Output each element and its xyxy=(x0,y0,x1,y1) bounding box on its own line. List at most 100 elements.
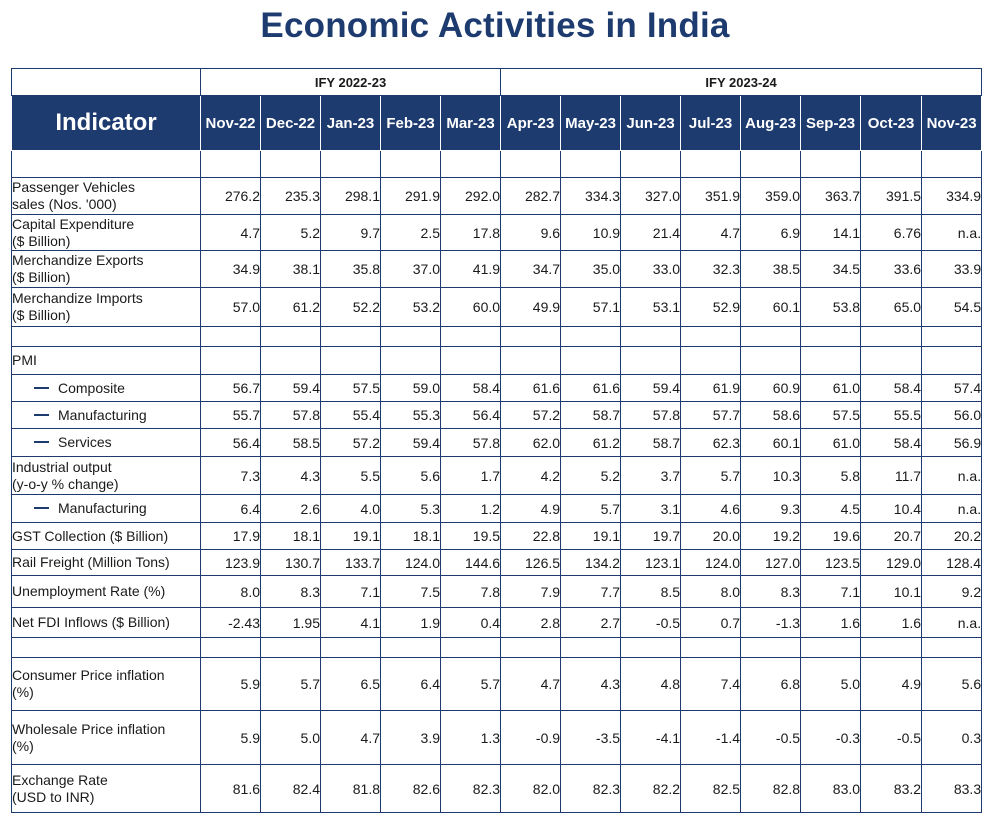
table-cell: 53.2 xyxy=(380,287,441,327)
row-label-text: Industrial output xyxy=(12,458,112,475)
table-cell xyxy=(740,326,802,347)
table-cell: 59.4 xyxy=(260,374,321,402)
table-cell: 1.6 xyxy=(800,607,862,638)
table-cell: 1.2 xyxy=(439,494,502,523)
table-cell xyxy=(740,150,802,178)
table-cell: 82.3 xyxy=(560,764,622,813)
fiscal-year-row: IFY 2022-23 IFY 2023-24 xyxy=(11,68,983,96)
table-cell: 3.9 xyxy=(380,710,441,765)
table-cell: 4.7 xyxy=(200,214,261,251)
table-cell: 291.9 xyxy=(380,177,441,215)
table-cell: 60.9 xyxy=(740,374,802,402)
row-label-text: Rail Freight (Million Tons) xyxy=(12,554,170,570)
row-label: Exchange Rate (USD to INR) xyxy=(11,764,201,813)
table-cell: 38.1 xyxy=(260,250,321,288)
table-cell: 32.3 xyxy=(680,250,742,288)
table-cell: 38.5 xyxy=(740,250,802,288)
table-cell: 0.7 xyxy=(680,607,742,638)
table-cell xyxy=(740,346,802,375)
dash-icon xyxy=(34,441,49,444)
table-cell: 53.1 xyxy=(620,287,682,327)
column-header-oct-23: Oct-23 xyxy=(860,95,923,151)
table-cell xyxy=(380,346,441,375)
table-cell xyxy=(500,150,562,178)
table-row: Manufacturing 6.4 2.6 4.0 5.3 1.2 4.9 5.7 3.1 4.6… xyxy=(11,494,983,523)
row-label-text: ($ Billion) xyxy=(12,269,71,285)
table-cell: 334.3 xyxy=(560,177,622,215)
table-cell: 57.2 xyxy=(320,428,381,457)
table-cell xyxy=(800,326,862,347)
table-cell: 4.5 xyxy=(800,494,862,523)
table-cell: 58.4 xyxy=(860,428,923,457)
table-cell: 282.7 xyxy=(500,177,562,215)
row-label: Rail Freight (Million Tons) xyxy=(11,549,201,576)
table-cell: 133.7 xyxy=(320,549,381,576)
table-cell xyxy=(620,346,682,375)
table-cell: 5.8 xyxy=(800,456,862,495)
table-cell: 327.0 xyxy=(620,177,682,215)
row-label-text: (%) xyxy=(12,737,34,754)
table-cell: 19.7 xyxy=(620,522,682,550)
row-label: Manufacturing xyxy=(11,494,201,523)
table-cell: 9.7 xyxy=(320,214,381,251)
table-cell: 52.2 xyxy=(320,287,381,327)
table-cell: 54.5 xyxy=(921,287,983,327)
table-cell: 124.0 xyxy=(680,549,742,576)
table-cell: 18.1 xyxy=(260,522,321,550)
table-cell: 33.0 xyxy=(620,250,682,288)
table-cell: 5.9 xyxy=(200,657,261,711)
row-label: Capital Expenditure ($ Billion) xyxy=(11,214,201,251)
table-cell: 126.5 xyxy=(500,549,562,576)
table-row: Wholesale Price inflation (%) 5.9 5.0 4.7 3.9… xyxy=(11,710,983,765)
table-cell xyxy=(439,326,502,347)
row-label-text: Wholesale Price inflation xyxy=(12,720,166,737)
table-cell: 37.0 xyxy=(380,250,441,288)
table-cell: 4.6 xyxy=(680,494,742,523)
table-cell: 22.8 xyxy=(500,522,562,550)
table-cell: 235.3 xyxy=(260,177,321,215)
column-header-aug-23: Aug-23 xyxy=(740,95,802,151)
row-label-text: Merchandize Exports xyxy=(12,252,144,268)
table-cell: 58.7 xyxy=(560,401,622,429)
table-cell: 10.9 xyxy=(560,214,622,251)
table-cell: 8.0 xyxy=(680,575,742,608)
table-cell: 5.5 xyxy=(320,456,381,495)
table-cell: 55.7 xyxy=(200,401,261,429)
table-cell: 9.6 xyxy=(500,214,562,251)
table-cell: -2.43 xyxy=(200,607,261,638)
table-cell: 5.7 xyxy=(439,657,502,711)
table-cell: 57.4 xyxy=(921,374,983,402)
table-cell: 2.6 xyxy=(260,494,321,523)
table-cell: 5.0 xyxy=(800,657,862,711)
table-cell: 1.3 xyxy=(439,710,502,765)
table-cell: 363.7 xyxy=(800,177,862,215)
table-cell: 4.3 xyxy=(560,657,622,711)
table-cell: 60.1 xyxy=(740,428,802,457)
table-cell: 62.3 xyxy=(680,428,742,457)
table-row: Merchandize Exports ($ Billion) 34.9 38.1 35… xyxy=(11,250,983,288)
table-row: Exchange Rate (USD to INR) 81.6 82.4 81.8 82.… xyxy=(11,764,983,813)
table-cell: -0.5 xyxy=(740,710,802,765)
table-cell: 82.5 xyxy=(680,764,742,813)
row-label: Services xyxy=(11,428,201,457)
table-cell: 1.7 xyxy=(439,456,502,495)
table-cell: 57.1 xyxy=(560,287,622,327)
table-cell: 60.0 xyxy=(439,287,502,327)
table-cell xyxy=(260,326,321,347)
column-header-jul-23: Jul-23 xyxy=(680,95,742,151)
table-cell: 4.9 xyxy=(860,657,923,711)
row-label-text: ($ Billion) xyxy=(12,232,71,249)
table-row: Merchandize Imports ($ Billion) 57.0 61.2 52… xyxy=(11,287,983,327)
table-cell: -0.5 xyxy=(860,710,923,765)
table-cell: 62.0 xyxy=(500,428,562,457)
table-cell: 34.9 xyxy=(200,250,261,288)
table-cell xyxy=(921,326,983,347)
table-cell: 33.6 xyxy=(860,250,923,288)
table-row: Capital Expenditure ($ Billion) 4.7 5.2 9.7 2… xyxy=(11,214,983,251)
column-header-nov-23: Nov-23 xyxy=(921,95,983,151)
table-cell: 55.4 xyxy=(320,401,381,429)
table-cell: 9.2 xyxy=(921,575,983,608)
row-label xyxy=(11,637,201,658)
row-label: Net FDI Inflows ($ Billion) xyxy=(11,607,201,638)
table-cell: 56.4 xyxy=(200,428,261,457)
